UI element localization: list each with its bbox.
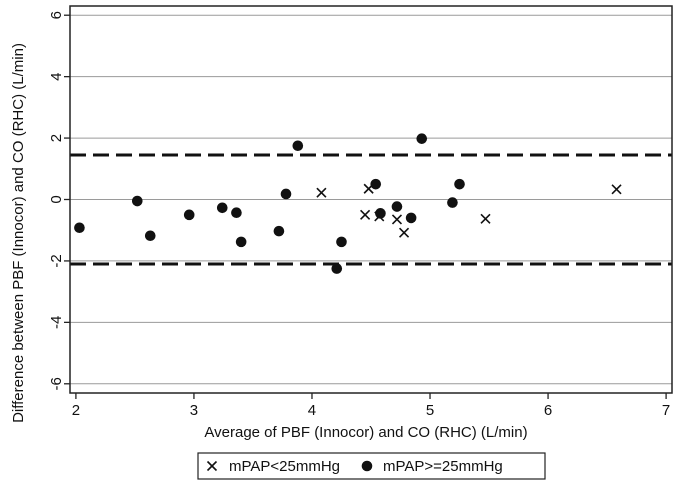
- legend-marker-cross: [206, 460, 218, 472]
- data-point-dot: [370, 178, 382, 190]
- data-point-cross: [391, 214, 403, 225]
- x-axis-title: Average of PBF (Innocor) and CO (RHC) (L…: [204, 424, 527, 441]
- y-tick-label: -2: [48, 254, 65, 267]
- limits-of-agreement: [70, 153, 672, 266]
- y-tick-label: -6: [48, 377, 65, 390]
- y-tick-label: 0: [48, 195, 65, 203]
- data-point-dot: [183, 209, 195, 221]
- legend-cross-symbol: [206, 460, 218, 472]
- y-tick-label: -4: [48, 316, 65, 329]
- data-point-dot: [447, 197, 458, 208]
- data-point-dot: [235, 236, 247, 248]
- data-point-dot: [273, 225, 285, 237]
- data-point-dot: [280, 188, 292, 200]
- data-point-cross: [360, 209, 371, 220]
- data-point-dot: [292, 140, 304, 152]
- data-point-dot: [144, 230, 156, 242]
- x-tick-label: 6: [544, 402, 552, 419]
- data-point-dot: [391, 201, 403, 212]
- legend-dot-symbol: [361, 460, 373, 472]
- data-point-cross: [316, 187, 327, 198]
- legend-marker-dot: [361, 460, 373, 472]
- axis-ticks: -6 -4 -2 0 2 4 6 2 3 4 5 6 7: [48, 11, 670, 419]
- x-tick-label: 3: [190, 402, 198, 419]
- x-tick-label: 2: [72, 402, 80, 419]
- x-tick-label: 5: [426, 402, 434, 419]
- data-point-dot: [231, 207, 242, 219]
- y-tick-label: 4: [48, 72, 65, 80]
- data-point-cross: [611, 184, 622, 195]
- data-point-dot: [216, 202, 228, 214]
- data-points: [74, 133, 622, 274]
- data-point-dot: [336, 236, 347, 248]
- data-point-cross: [480, 213, 491, 224]
- y-tick-label: 6: [48, 11, 65, 19]
- data-point-cross: [398, 227, 410, 238]
- data-point-dot: [416, 133, 428, 144]
- data-point-dot: [405, 212, 417, 224]
- data-point-dot: [375, 208, 386, 219]
- data-point-dot: [331, 263, 343, 274]
- data-point-dot: [454, 178, 465, 190]
- y-axis-title: Difference between PBF (Innocor) and CO …: [10, 43, 27, 423]
- x-tick-label: 4: [308, 402, 316, 419]
- x-tick-label: 7: [662, 402, 670, 419]
- legend: mPAP<25mmHg mPAP>=25mmHg: [197, 452, 546, 480]
- data-point-dot: [131, 195, 143, 207]
- data-point-dot: [74, 222, 85, 234]
- grid-lines: [70, 14, 672, 385]
- legend-label-mpap-lt-25: mPAP<25mmHg: [229, 458, 340, 475]
- legend-label-mpap-ge-25: mPAP>=25mmHg: [383, 458, 503, 475]
- y-tick-label: 2: [48, 134, 65, 142]
